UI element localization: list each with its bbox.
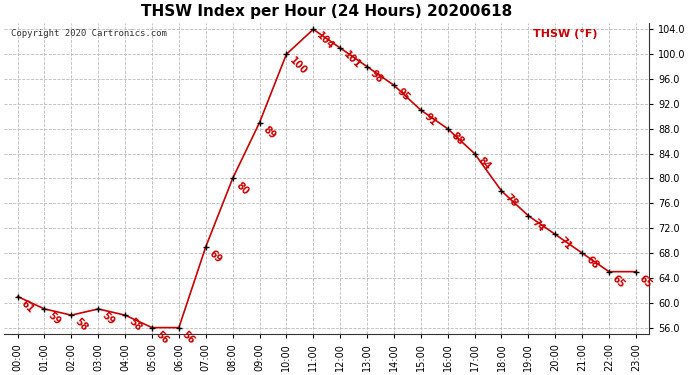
Text: 58: 58 [126, 316, 144, 333]
Text: 58: 58 [72, 316, 90, 333]
Text: 59: 59 [46, 310, 63, 327]
Text: 98: 98 [368, 68, 385, 85]
Text: 84: 84 [476, 155, 493, 172]
Text: 71: 71 [557, 236, 573, 252]
Text: 65: 65 [611, 273, 627, 290]
Text: 80: 80 [234, 180, 250, 196]
Text: 56: 56 [153, 329, 170, 346]
Text: 69: 69 [207, 248, 224, 265]
Text: THSW (°F): THSW (°F) [533, 29, 598, 39]
Text: 95: 95 [395, 87, 412, 103]
Text: 61: 61 [19, 298, 36, 315]
Title: THSW Index per Hour (24 Hours) 20200618: THSW Index per Hour (24 Hours) 20200618 [141, 4, 513, 19]
Text: 74: 74 [530, 217, 546, 234]
Text: 89: 89 [261, 124, 277, 141]
Text: 68: 68 [584, 254, 600, 271]
Text: 100: 100 [288, 56, 309, 77]
Text: 56: 56 [180, 329, 197, 346]
Text: 88: 88 [449, 130, 466, 147]
Text: Copyright 2020 Cartronics.com: Copyright 2020 Cartronics.com [10, 29, 166, 38]
Text: 78: 78 [503, 192, 520, 209]
Text: 101: 101 [342, 50, 363, 71]
Text: 59: 59 [99, 310, 116, 327]
Text: 91: 91 [422, 111, 439, 128]
Text: 104: 104 [315, 31, 336, 52]
Text: 65: 65 [638, 273, 654, 290]
